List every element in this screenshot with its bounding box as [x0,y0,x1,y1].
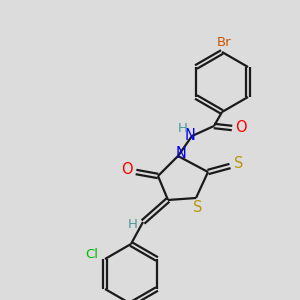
Text: O: O [235,121,247,136]
Text: S: S [234,157,244,172]
Text: N: N [184,128,195,142]
Text: S: S [193,200,203,214]
Text: H: H [128,218,138,230]
Text: Br: Br [217,37,231,50]
Text: N: N [176,146,186,161]
Text: O: O [121,163,133,178]
Text: H: H [178,122,188,134]
Text: Cl: Cl [85,248,98,262]
